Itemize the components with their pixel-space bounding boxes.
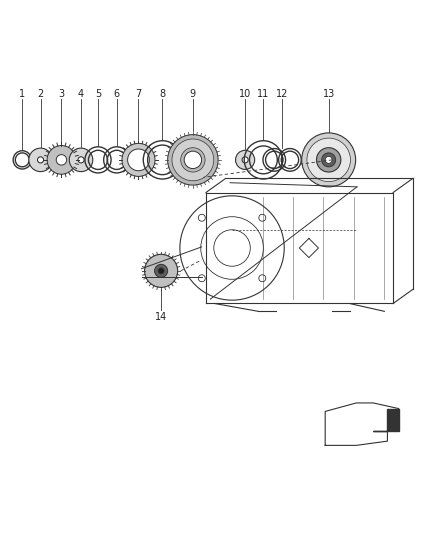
Text: 14: 14	[155, 312, 167, 322]
Circle shape	[56, 155, 67, 165]
Text: 5: 5	[95, 89, 101, 99]
Text: 12: 12	[276, 89, 288, 99]
Circle shape	[302, 133, 356, 187]
Text: 9: 9	[190, 89, 196, 99]
Circle shape	[322, 153, 336, 167]
Circle shape	[122, 143, 155, 176]
Text: 3: 3	[58, 89, 64, 99]
Circle shape	[78, 157, 84, 163]
Text: 7: 7	[135, 89, 141, 99]
Text: 8: 8	[159, 89, 166, 99]
Circle shape	[184, 151, 201, 168]
Polygon shape	[373, 409, 399, 431]
Circle shape	[172, 139, 214, 181]
Text: 13: 13	[322, 89, 335, 99]
Circle shape	[317, 148, 341, 172]
Circle shape	[38, 157, 44, 163]
Circle shape	[168, 135, 218, 185]
Circle shape	[236, 150, 254, 169]
Text: 4: 4	[78, 89, 84, 99]
Circle shape	[155, 264, 168, 277]
Circle shape	[145, 254, 178, 287]
Text: 11: 11	[257, 89, 269, 99]
Circle shape	[242, 157, 248, 163]
Circle shape	[69, 148, 93, 172]
Circle shape	[181, 148, 205, 172]
Circle shape	[29, 148, 52, 172]
Circle shape	[47, 146, 76, 174]
Text: 2: 2	[37, 89, 44, 99]
Text: 1: 1	[19, 89, 25, 99]
Circle shape	[127, 149, 149, 171]
Text: 10: 10	[239, 89, 251, 99]
Text: 6: 6	[113, 89, 120, 99]
Circle shape	[325, 156, 332, 163]
Circle shape	[158, 268, 164, 274]
Circle shape	[307, 138, 350, 182]
